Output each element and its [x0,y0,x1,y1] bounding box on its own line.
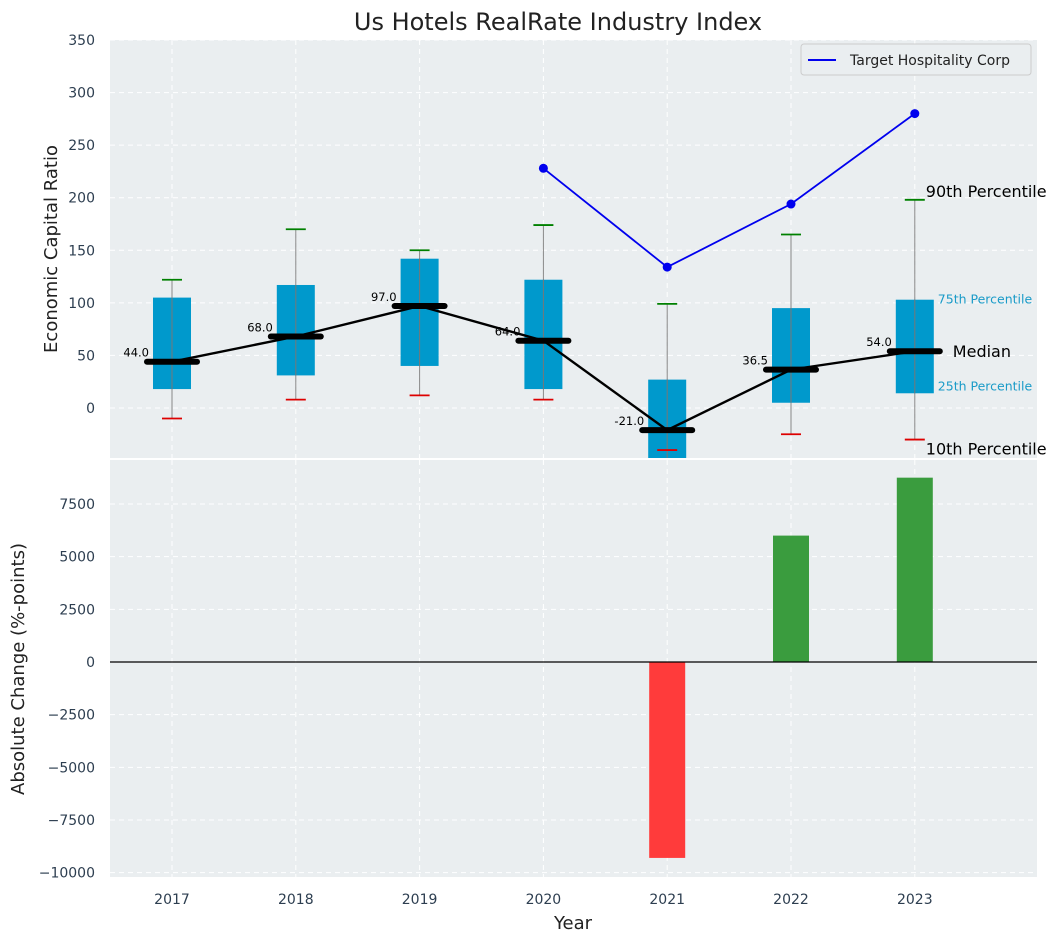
bottom-y-tick-6: 5000 [59,550,95,566]
box-2022 [772,233,810,436]
company-point-2022 [786,199,796,209]
change-bar-2022 [773,535,809,662]
change-bar-2021 [649,662,686,858]
top-y-tick-0: 0 [86,401,95,417]
box-2020 [524,224,563,401]
median-label-2019: 97.0 [371,290,397,304]
legend: Target Hospitality Corp [800,43,1032,76]
company-series [538,109,920,272]
x-tick-2019: 2019 [402,892,438,908]
top-y-tick-150: 150 [68,243,95,259]
x-axis-title: Year [553,913,593,934]
x-tick-2020: 2020 [526,892,562,908]
bottom-y-tick-7: 7500 [59,497,95,513]
company-series-line [542,112,916,269]
annotation-p25: 25th Percentile [938,378,1033,393]
x-tick-labels: 2017 2018 2019 2020 2021 2022 2023 [154,892,932,908]
legend-frame [800,43,1032,76]
x-tick-2023: 2023 [897,892,933,908]
chart-title: Us Hotels RealRate Industry Index [354,8,762,36]
median-label-2018: 68.0 [247,321,273,335]
legend-label-target-hospitality: Target Hospitality Corp [849,53,1010,69]
box-2018 [276,228,315,401]
x-tick-2022: 2022 [773,892,809,908]
bottom-y-tick-0: −10000 [39,866,95,882]
median-label-2020: 64.0 [495,325,521,339]
bottom-y-tick-4: 0 [86,655,95,671]
bottom-y-tick-3: −2500 [48,708,95,724]
annotation-p10: 10th Percentile [926,440,1047,459]
bottom-y-axis-title: Absolute Change (%-points) [8,543,29,795]
median-label-2023: 54.0 [866,335,892,349]
change-bar-2023 [896,477,933,662]
bottom-y-tick-1: −7500 [48,813,95,829]
bottom-panel-background [110,460,1037,877]
bottom-y-tick-5: 2500 [59,602,95,618]
top-y-tick-labels: 0 50 100 150 200 250 300 350 [68,33,95,417]
annotation-p90: 90th Percentile [926,182,1047,201]
top-panel-background [110,40,1037,458]
box-plots [153,198,934,458]
top-y-tick-100: 100 [68,296,95,312]
top-y-axis-title: Economic Capital Ratio [41,145,62,353]
box-2019 [400,249,439,397]
bottom-y-tick-2: −5000 [48,760,95,776]
box-2021 [648,303,687,458]
bottom-y-tick-labels: −10000 −7500 −5000 −2500 0 2500 5000 7500 [39,497,95,882]
median-trend: 44.0 68.0 97.0 64.0 -21.0 36.5 54.0 [123,290,943,434]
box-2023 [895,198,934,441]
median-label-2017: 44.0 [123,346,149,360]
company-point-2021 [662,262,672,272]
median-label-2022: 36.5 [742,354,768,368]
top-y-tick-200: 200 [68,191,95,207]
top-y-tick-50: 50 [77,348,95,364]
annotation-median: Median [953,342,1011,361]
change-bars [110,477,1037,858]
top-y-tick-250: 250 [68,138,95,154]
company-point-2023 [910,109,920,119]
percentile-annotations: 90th Percentile 75th Percentile Median 25th… [926,182,1047,459]
top-y-tick-300: 300 [68,86,95,102]
median-label-2021: -21.0 [614,414,644,428]
company-point-2020 [538,163,548,173]
x-tick-2017: 2017 [154,892,190,908]
x-tick-2021: 2021 [649,892,685,908]
box-2017 [153,278,191,420]
top-y-tick-350: 350 [68,33,95,49]
annotation-p75: 75th Percentile [938,292,1033,307]
x-tick-2018: 2018 [278,892,314,908]
